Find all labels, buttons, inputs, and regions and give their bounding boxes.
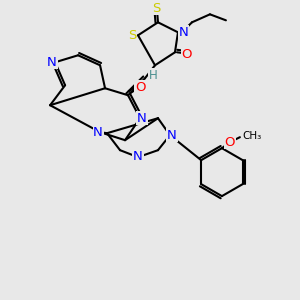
Text: S: S <box>152 2 160 15</box>
Text: CH₃: CH₃ <box>242 131 261 141</box>
Text: O: O <box>225 136 235 149</box>
Text: S: S <box>128 29 136 42</box>
Text: N: N <box>47 56 57 69</box>
Text: H: H <box>148 69 158 82</box>
Text: O: O <box>182 48 192 61</box>
Text: N: N <box>167 129 177 142</box>
Text: N: N <box>133 150 143 163</box>
Text: N: N <box>137 112 147 125</box>
Text: N: N <box>179 26 189 39</box>
Text: N: N <box>93 126 103 139</box>
Text: O: O <box>135 81 145 94</box>
